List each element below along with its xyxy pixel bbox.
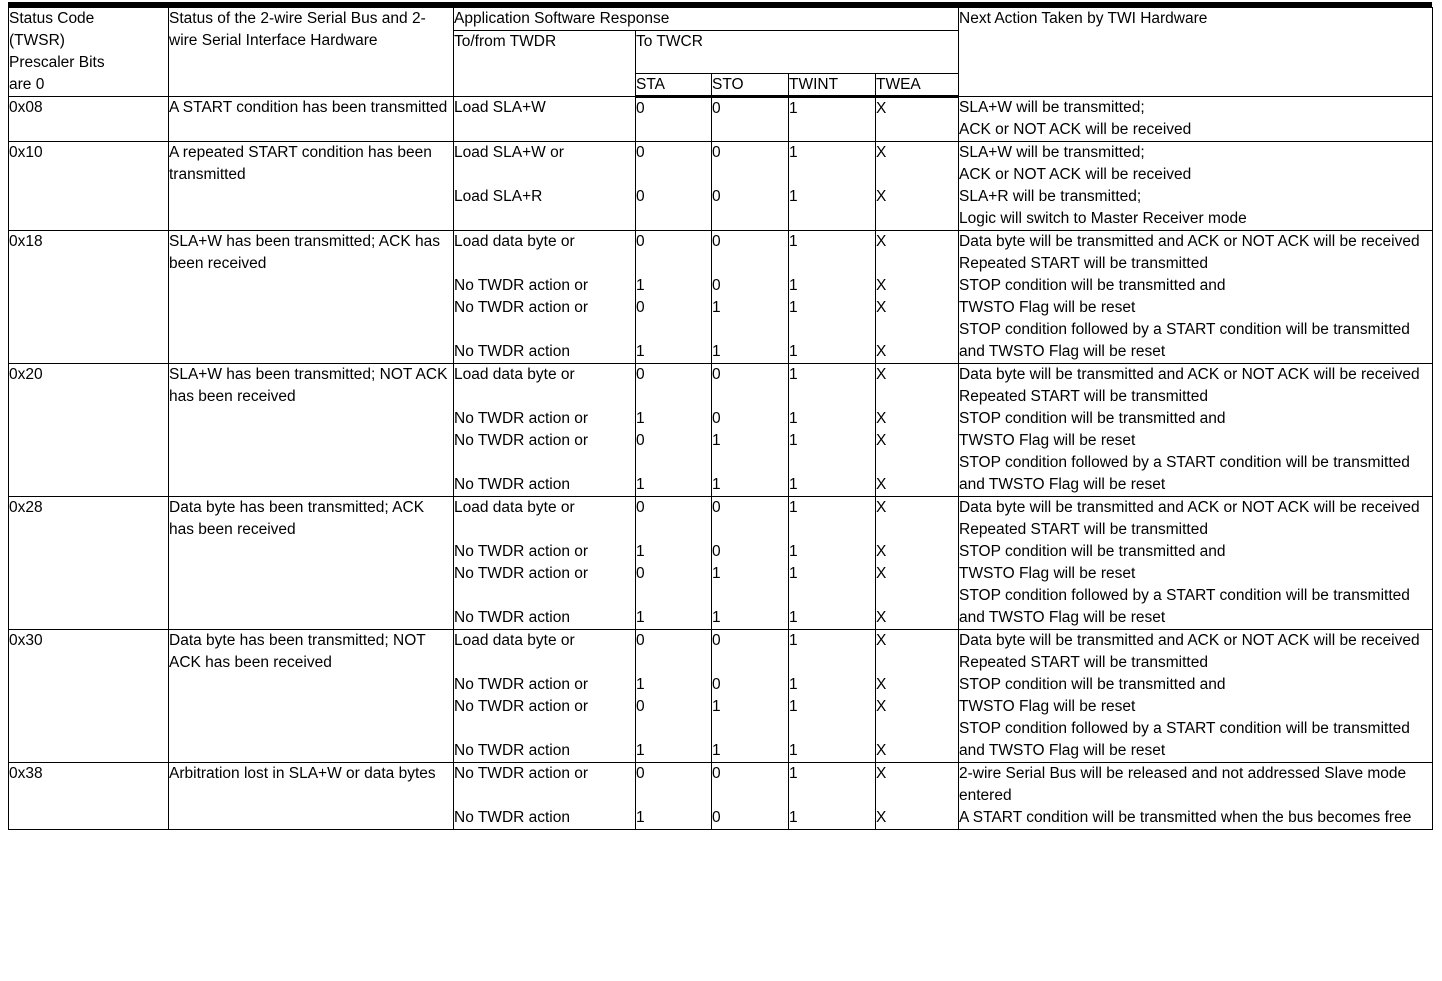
cell-twdr-action: Load data byte or No TWDR action or No T… [453,363,636,497]
cell-next-action: Data byte will be transmitted and ACK or… [958,496,1433,630]
cell-next-action: 2-wire Serial Bus will be released and n… [958,762,1433,830]
cell-bit-twea: X X X X [875,230,959,364]
cell-bit-sto: 0 0 [711,762,789,830]
table-row: 0x28 Data byte has been transmitted; ACK … [8,496,1433,630]
cell-bit-twea: X X [875,762,959,830]
cell-bus-status: Data byte has been transmitted; ACK has … [168,496,454,630]
header-to-from-twdr: To/from TWDR [453,30,636,97]
cell-bit-sto: 0 0 1 1 [711,230,789,364]
cell-bit-twint: 1 1 [788,762,876,830]
header-next-action: Next Action Taken by TWI Hardware [958,7,1433,97]
cell-bit-sto: 0 0 [711,141,789,231]
cell-bus-status: Arbitration lost in SLA+W or data bytes [168,762,454,830]
cell-next-action: Data byte will be transmitted and ACK or… [958,363,1433,497]
cell-next-action: Data byte will be transmitted and ACK or… [958,629,1433,763]
header-application-software-response: Application Software Response [453,7,959,31]
header-status-code: Status Code (TWSR) Prescaler Bits are 0 [8,7,169,97]
table-row: 0x10 A repeated START condition has been … [8,141,1433,231]
cell-bit-sta: 0 1 [635,762,712,830]
cell-bit-twint: 1 1 1 1 [788,629,876,763]
header-bit-sto: STO [711,73,789,98]
header-to-twcr: To TWCR [635,30,959,74]
cell-status-code: 0x08 [8,96,169,142]
cell-bit-sto: 0 0 1 1 [711,363,789,497]
cell-bit-sta: 0 1 0 1 [635,230,712,364]
header-bit-twint: TWINT [788,73,876,98]
cell-bit-sta: 0 [635,96,712,142]
cell-next-action: SLA+W will be transmitted; ACK or NOT AC… [958,141,1433,231]
cell-bus-status: A START condition has been transmitted [168,96,454,142]
cell-twdr-action: Load SLA+W [453,96,636,142]
cell-bit-twint: 1 [788,96,876,142]
cell-bit-twint: 1 1 [788,141,876,231]
cell-twdr-action: No TWDR action or No TWDR action [453,762,636,830]
cell-bus-status: SLA+W has been transmitted; ACK has been… [168,230,454,364]
cell-bus-status: Data byte has been transmitted; NOT ACK … [168,629,454,763]
table-row: 0x38 Arbitration lost in SLA+W or data by… [8,762,1433,830]
table-row: 0x08 A START condition has been transmitt… [8,96,1433,142]
cell-next-action: SLA+W will be transmitted; ACK or NOT AC… [958,96,1433,142]
cell-bus-status: A repeated START condition has been tran… [168,141,454,231]
table-body: 0x08 A START condition has been transmitt… [8,96,1433,830]
cell-bit-sta: 0 1 0 1 [635,629,712,763]
table-top-rule [8,2,1432,7]
cell-bit-sto: 0 0 1 1 [711,629,789,763]
cell-bit-twint: 1 1 1 1 [788,230,876,364]
cell-twdr-action: Load data byte or No TWDR action or No T… [453,496,636,630]
cell-bus-status: SLA+W has been transmitted; NOT ACK has … [168,363,454,497]
table-row: 0x18 SLA+W has been transmitted; ACK has … [8,230,1433,364]
cell-bit-sta: 0 1 0 1 [635,496,712,630]
cell-twdr-action: Load SLA+W or Load SLA+R [453,141,636,231]
cell-bit-sto: 0 [711,96,789,142]
header-bit-sta: STA [635,73,712,98]
cell-bit-twea: X X [875,141,959,231]
cell-status-code: 0x30 [8,629,169,763]
twi-status-code-table: Status Code (TWSR) Prescaler Bits are 0 … [8,7,1433,830]
cell-twdr-action: Load data byte or No TWDR action or No T… [453,230,636,364]
cell-status-code: 0x28 [8,496,169,630]
cell-bit-twea: X X X X [875,629,959,763]
cell-status-code: 0x20 [8,363,169,497]
table-row: 0x20 SLA+W has been transmitted; NOT ACK … [8,363,1433,497]
cell-status-code: 0x10 [8,141,169,231]
cell-bit-twint: 1 1 1 1 [788,363,876,497]
cell-status-code: 0x18 [8,230,169,364]
table-header: Status Code (TWSR) Prescaler Bits are 0 … [8,7,1433,98]
cell-twdr-action: Load data byte or No TWDR action or No T… [453,629,636,763]
cell-bit-sta: 0 0 [635,141,712,231]
header-bit-twea: TWEA [875,73,959,98]
cell-bit-twea: X X X X [875,496,959,630]
cell-status-code: 0x38 [8,762,169,830]
cell-bit-sta: 0 1 0 1 [635,363,712,497]
cell-bit-sto: 0 0 1 1 [711,496,789,630]
cell-bit-twint: 1 1 1 1 [788,496,876,630]
table-row: 0x30 Data byte has been transmitted; NOT … [8,629,1433,763]
cell-next-action: Data byte will be transmitted and ACK or… [958,230,1433,364]
header-bus-status: Status of the 2-wire Serial Bus and 2-wi… [168,7,454,97]
cell-bit-twea: X X X X [875,363,959,497]
cell-bit-twea: X [875,96,959,142]
